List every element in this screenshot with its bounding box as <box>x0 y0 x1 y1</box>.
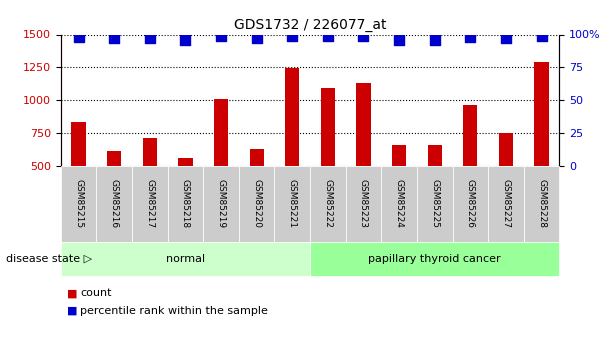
Text: GSM85217: GSM85217 <box>145 179 154 228</box>
Text: ■: ■ <box>67 306 77 315</box>
Text: papillary thyroid cancer: papillary thyroid cancer <box>368 254 501 264</box>
Text: GSM85216: GSM85216 <box>109 179 119 228</box>
Bar <box>143 138 157 231</box>
Point <box>74 34 83 40</box>
Point <box>430 37 440 42</box>
Bar <box>249 149 264 231</box>
Bar <box>285 68 299 231</box>
Text: GSM85227: GSM85227 <box>502 179 511 228</box>
Point <box>109 36 119 41</box>
Bar <box>499 133 513 231</box>
Point <box>252 36 261 41</box>
Text: GSM85220: GSM85220 <box>252 179 261 228</box>
Bar <box>392 145 406 231</box>
Bar <box>178 158 193 231</box>
Point <box>394 37 404 42</box>
Bar <box>321 88 335 231</box>
Text: percentile rank within the sample: percentile rank within the sample <box>80 306 268 315</box>
Bar <box>463 105 477 231</box>
Bar <box>214 99 228 231</box>
Bar <box>534 62 548 231</box>
Text: GSM85223: GSM85223 <box>359 179 368 228</box>
Point <box>145 36 154 41</box>
Point <box>359 33 368 39</box>
Text: GSM85225: GSM85225 <box>430 179 439 228</box>
Text: GSM85228: GSM85228 <box>537 179 546 228</box>
Text: count: count <box>80 288 112 298</box>
Bar <box>356 83 371 231</box>
Point <box>288 33 297 39</box>
Point <box>537 33 547 39</box>
Point <box>216 33 226 39</box>
Text: ■: ■ <box>67 288 77 298</box>
Text: GSM85222: GSM85222 <box>323 179 333 228</box>
Text: GSM85215: GSM85215 <box>74 179 83 228</box>
Point <box>181 37 190 42</box>
Point <box>501 36 511 41</box>
Point <box>323 33 333 39</box>
Bar <box>427 145 442 231</box>
Text: GSM85218: GSM85218 <box>181 179 190 228</box>
Text: normal: normal <box>166 254 205 264</box>
Point <box>466 34 475 40</box>
Text: GSM85221: GSM85221 <box>288 179 297 228</box>
Text: GSM85219: GSM85219 <box>216 179 226 228</box>
Text: GSM85226: GSM85226 <box>466 179 475 228</box>
Bar <box>107 151 122 231</box>
Text: GSM85224: GSM85224 <box>395 179 404 228</box>
Text: disease state ▷: disease state ▷ <box>6 254 92 264</box>
Title: GDS1732 / 226077_at: GDS1732 / 226077_at <box>234 18 386 32</box>
Bar <box>72 122 86 231</box>
